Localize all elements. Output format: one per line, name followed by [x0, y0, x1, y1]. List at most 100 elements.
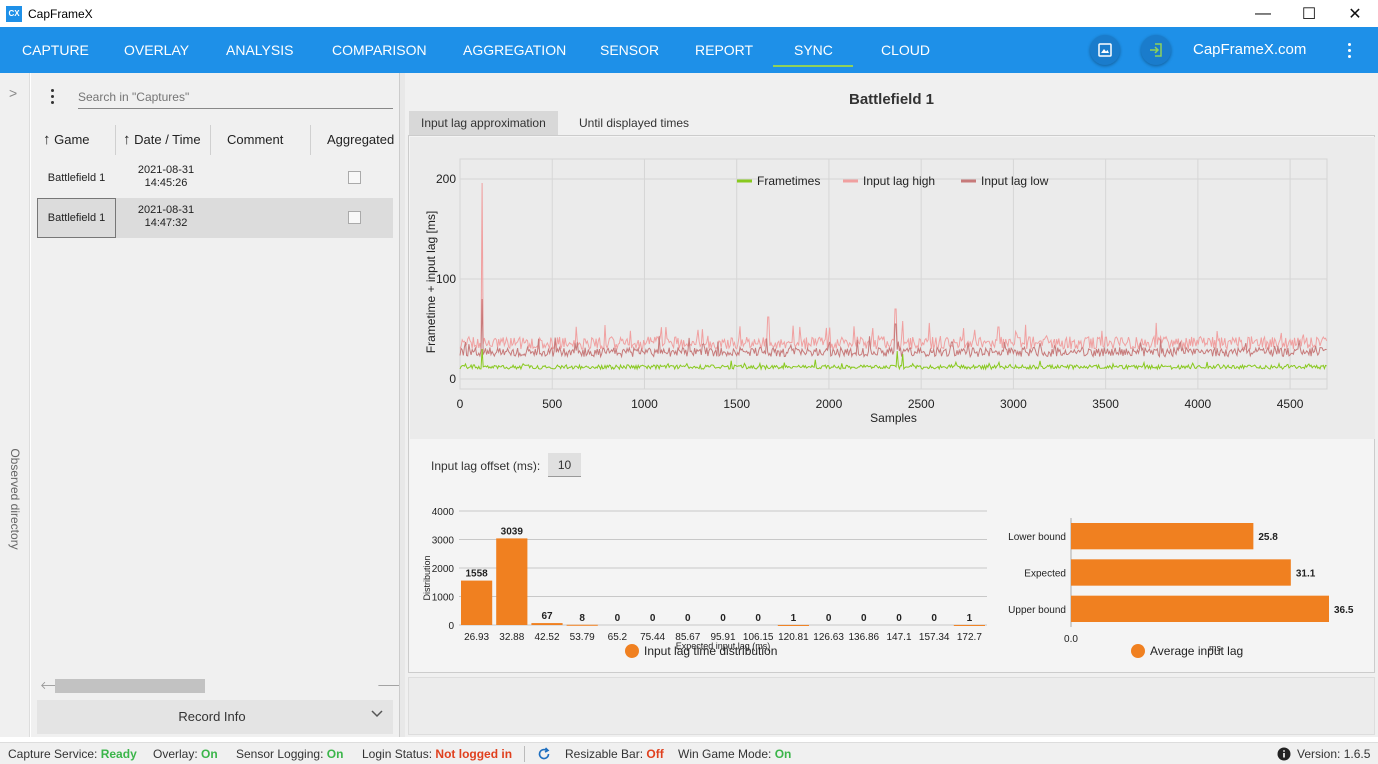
y-tick-label: 1000 [432, 593, 455, 604]
x-tick-label: 2000 [816, 397, 843, 411]
x-tick-label: 120.81 [778, 632, 809, 643]
x-tick-label: 172.7 [957, 632, 982, 643]
x-tick-label: 1500 [723, 397, 750, 411]
table-row[interactable]: Battlefield 1 2021-08-31 14:47:32 [37, 198, 393, 238]
sync-panel: Battlefield 1 Input lag approximation Un… [405, 73, 1378, 737]
tab-report[interactable]: REPORT [695, 42, 754, 58]
empty-footer-area [408, 677, 1375, 735]
bar [496, 538, 528, 625]
x-tick-label: 2500 [908, 397, 935, 411]
bar [461, 580, 493, 625]
aggregated-checkbox[interactable] [348, 211, 361, 224]
tab-until-displayed-times[interactable]: Until displayed times [579, 116, 690, 130]
column-aggregated[interactable]: Aggregated [327, 132, 395, 147]
bar [531, 623, 563, 625]
x-tick-label: 65.2 [608, 632, 628, 643]
login-button[interactable] [1141, 35, 1171, 65]
x-tick-label: 42.52 [534, 632, 559, 643]
y-tick-label: 200 [436, 172, 456, 186]
x-tick-label: 0.0 [1064, 634, 1078, 645]
cell-game: Battlefield 1 [47, 172, 106, 184]
captures-search-input[interactable] [78, 85, 393, 109]
observed-directory-drawer[interactable]: > Observed directory [0, 73, 30, 737]
tab-sync[interactable]: SYNC [794, 42, 833, 58]
x-tick-label: 75.44 [640, 632, 665, 643]
horizontal-scrollbar[interactable]: 🡐 🡒 [37, 677, 407, 695]
x-tick-label: 0 [457, 397, 464, 411]
chevron-right-icon[interactable]: > [9, 85, 18, 101]
captures-panel: ↑ Game ↑ Date / Time Comment Aggregated … [31, 73, 407, 737]
bar [777, 624, 809, 626]
data-label: 25.8 [1258, 532, 1278, 543]
y-tick-label: 4000 [432, 507, 455, 518]
x-tick-label: 95.91 [710, 632, 735, 643]
table-row[interactable]: Battlefield 1 2021-08-31 14:45:26 [37, 158, 393, 198]
y-axis-label: Distribution [422, 555, 432, 600]
aggregated-checkbox[interactable] [348, 171, 361, 184]
series-line-frametimes [459, 348, 1327, 371]
y-tick-label: 0 [448, 621, 454, 632]
data-label: 31.1 [1296, 569, 1316, 580]
title-bar: CX CapFrameX — ☐ ✕ [0, 0, 1378, 27]
record-info-expander[interactable]: Record Info [37, 700, 393, 734]
column-game-label: Game [54, 132, 90, 147]
y-tick-label: 3000 [432, 536, 455, 547]
panel-splitter[interactable] [399, 73, 405, 737]
frametime-input-lag-chart: 0 500 1000 1500 2000 2500 3000 3500 4000 4500 0 100… [424, 158, 1328, 425]
tab-input-lag-approximation[interactable]: Input lag approximation [409, 111, 558, 136]
x-tick-label: 500 [542, 397, 562, 411]
x-tick-label: 4000 [1185, 397, 1212, 411]
data-label: 0 [861, 613, 867, 624]
tab-sensor[interactable]: SENSOR [600, 42, 660, 58]
x-tick-label: 26.93 [464, 632, 489, 643]
legend-swatch [625, 644, 639, 658]
tab-overlay[interactable]: OVERLAY [124, 42, 190, 58]
overlay-status: Overlay: On [153, 747, 218, 761]
screenshot-button[interactable] [1090, 35, 1120, 65]
minimize-button[interactable]: — [1255, 4, 1271, 22]
column-separator[interactable] [115, 125, 116, 155]
legend-entry: Input lag time distribution [644, 644, 777, 658]
series-line-input-lag-high [459, 182, 1328, 351]
tab-cloud[interactable]: CLOUD [881, 42, 931, 58]
y-tick-label: Lower bound [1008, 532, 1066, 543]
tab-aggregation[interactable]: AGGREGATION [463, 42, 567, 58]
plot-area [459, 158, 1328, 390]
legend-swatch [1131, 644, 1145, 658]
x-tick-label: 1000 [631, 397, 658, 411]
data-label: 0 [720, 613, 726, 624]
cell-game: Battlefield 1 [37, 198, 116, 238]
more-vert-icon[interactable] [1340, 27, 1358, 73]
bar [1071, 595, 1329, 622]
maximize-button[interactable]: ☐ [1301, 5, 1317, 23]
bar [953, 624, 985, 626]
x-tick-label: 53.79 [570, 632, 595, 643]
observed-directory-label: Observed directory [8, 448, 22, 550]
column-date-time[interactable]: ↑ Date / Time [123, 125, 201, 155]
x-tick-label: 4500 [1277, 397, 1304, 411]
x-tick-label: 147.1 [886, 632, 911, 643]
captures-menu-icon[interactable] [51, 89, 54, 104]
data-label: 8 [579, 613, 585, 624]
data-label: 3039 [501, 526, 524, 537]
column-separator[interactable] [310, 125, 311, 155]
close-button[interactable]: ✕ [1348, 5, 1362, 23]
column-comment[interactable]: Comment [227, 132, 284, 147]
y-tick-label: Expected [1024, 569, 1066, 580]
tab-comparison[interactable]: COMPARISON [332, 42, 427, 58]
data-label: 0 [650, 613, 656, 624]
x-tick-label: 126.63 [813, 632, 844, 643]
bar [566, 624, 598, 626]
refresh-icon[interactable] [537, 747, 551, 761]
site-link[interactable]: CapFrameX.com [1193, 41, 1307, 58]
tab-analysis[interactable]: ANALYSIS [226, 42, 294, 58]
info-icon[interactable] [1277, 747, 1291, 761]
x-tick-label: 85.67 [675, 632, 700, 643]
tab-capture[interactable]: CAPTURE [22, 42, 89, 58]
bar [1071, 523, 1254, 550]
app-title: CapFrameX [28, 6, 93, 21]
input-lag-offset-field[interactable] [548, 453, 581, 477]
column-game[interactable]: ↑ Game [43, 125, 90, 155]
column-separator[interactable] [210, 125, 211, 155]
scrollbar-thumb[interactable] [55, 679, 205, 693]
